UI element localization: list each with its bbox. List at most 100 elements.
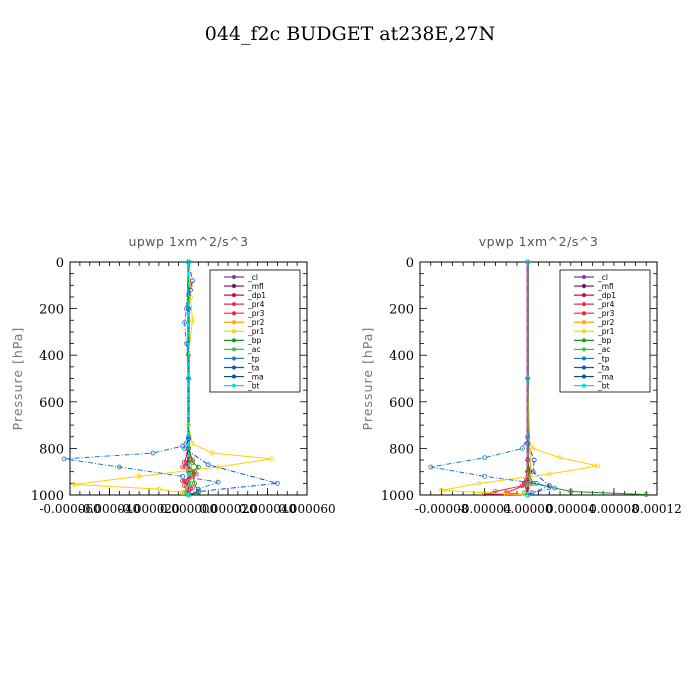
data-point — [182, 483, 187, 489]
legend-entry: _ma — [597, 372, 614, 381]
data-point — [522, 490, 527, 496]
data-point — [150, 450, 156, 456]
legend-entry: _bp — [597, 336, 612, 345]
legend-marker — [232, 374, 236, 379]
data-point — [503, 491, 509, 497]
data-point — [482, 455, 488, 461]
legend-marker — [232, 347, 236, 352]
data-point — [156, 486, 162, 492]
legend-entry: _dp1 — [247, 291, 266, 300]
y-tick-label: 400 — [39, 349, 64, 364]
data-point — [190, 278, 195, 284]
data-point — [531, 457, 537, 463]
y-tick-label: 800 — [39, 442, 64, 457]
legend-marker — [232, 383, 236, 388]
x-tick-label: 0.000000 — [160, 502, 217, 516]
legend-entry: _pr4 — [247, 300, 265, 309]
y-axis-label: Pressure [hPa] — [360, 327, 375, 431]
data-point — [190, 317, 195, 323]
legend-marker — [232, 320, 236, 325]
data-point — [215, 479, 221, 485]
data-point — [186, 436, 191, 442]
legend-marker — [582, 356, 586, 361]
data-point — [519, 445, 525, 451]
data-point — [482, 473, 488, 479]
legend-entry: _pr4 — [597, 300, 615, 309]
data-point — [190, 485, 195, 491]
y-tick-label: 1000 — [381, 489, 414, 504]
legend-entry: _bp — [247, 336, 262, 345]
legend-marker — [582, 311, 586, 316]
data-point — [533, 480, 539, 486]
legend-entry: _pr2 — [247, 318, 265, 327]
data-point — [530, 469, 536, 475]
legend-marker — [232, 365, 236, 370]
data-point — [190, 459, 195, 465]
data-point — [568, 489, 574, 494]
legend-marker — [232, 275, 236, 279]
data-point — [476, 480, 482, 486]
data-point — [182, 445, 187, 451]
legend-marker — [582, 374, 586, 379]
legend-entry: _pr2 — [597, 318, 615, 327]
data-point — [61, 456, 67, 462]
x-tick-label: -0.00008 — [415, 502, 469, 516]
x-tick-label: 0.00012 — [632, 502, 682, 516]
y-tick-label: 0 — [56, 256, 64, 271]
series-line — [64, 261, 219, 496]
data-point — [546, 471, 552, 477]
x-tick-label: 0.00004 — [546, 502, 596, 516]
y-tick-label: 1000 — [31, 489, 64, 504]
data-point — [529, 490, 535, 496]
legend-marker — [232, 302, 236, 307]
data-point — [205, 462, 211, 468]
data-point — [274, 480, 280, 486]
data-point — [182, 320, 187, 325]
legend-marker — [582, 293, 586, 298]
y-tick-label: 600 — [389, 396, 414, 411]
data-point — [482, 491, 488, 497]
legend-entry: _pr1 — [247, 327, 265, 336]
series-bt — [186, 259, 191, 498]
data-point — [209, 450, 215, 456]
data-point — [546, 483, 552, 489]
legend-marker — [232, 329, 236, 334]
y-tick-label: 400 — [389, 349, 414, 364]
y-tick-label: 600 — [39, 396, 64, 411]
data-point — [439, 487, 444, 493]
x-tick-label: 0.000040 — [239, 502, 296, 516]
legend-marker — [582, 275, 586, 279]
legend-marker — [232, 284, 236, 289]
legend-entry: _tp — [597, 354, 610, 363]
data-point — [525, 376, 531, 381]
y-tick-label: 800 — [389, 442, 414, 457]
y-tick-label: 200 — [389, 303, 414, 318]
legend-marker — [582, 302, 586, 307]
x-tick-label: 0.00000 — [503, 502, 553, 516]
y-axis-label: Pressure [hPa] — [10, 327, 25, 431]
upwp-panel: upwp 1xm^2/s^3 Pressure [hPa] 0 200 400 600 80… — [10, 234, 336, 516]
series-pr4 — [482, 259, 531, 498]
legend-marker — [582, 329, 586, 334]
legend-marker — [232, 293, 236, 298]
series-line — [505, 262, 531, 496]
legend-entry: _bt — [597, 381, 610, 390]
data-point — [557, 455, 563, 461]
legend-entry: _ac — [597, 345, 610, 354]
main-title: 044_f2c BUDGET at238E,27N — [205, 23, 495, 45]
legend-entry: _mfl — [597, 282, 614, 291]
legend-entry: _cl — [597, 273, 608, 282]
legend-entry: _mfl — [247, 282, 264, 291]
data-point — [116, 464, 122, 470]
legend-marker — [232, 338, 236, 343]
data-point — [269, 456, 274, 462]
data-point — [195, 464, 201, 470]
data-point — [182, 490, 187, 496]
data-point — [525, 259, 531, 265]
legend-entry: _ma — [247, 372, 264, 381]
legend-marker — [232, 356, 236, 361]
legend-marker — [582, 320, 586, 325]
legend-entry: _pr3 — [247, 309, 265, 318]
x-tick-label: -0.000040 — [79, 502, 140, 516]
legend-entry: _dp1 — [597, 291, 616, 300]
